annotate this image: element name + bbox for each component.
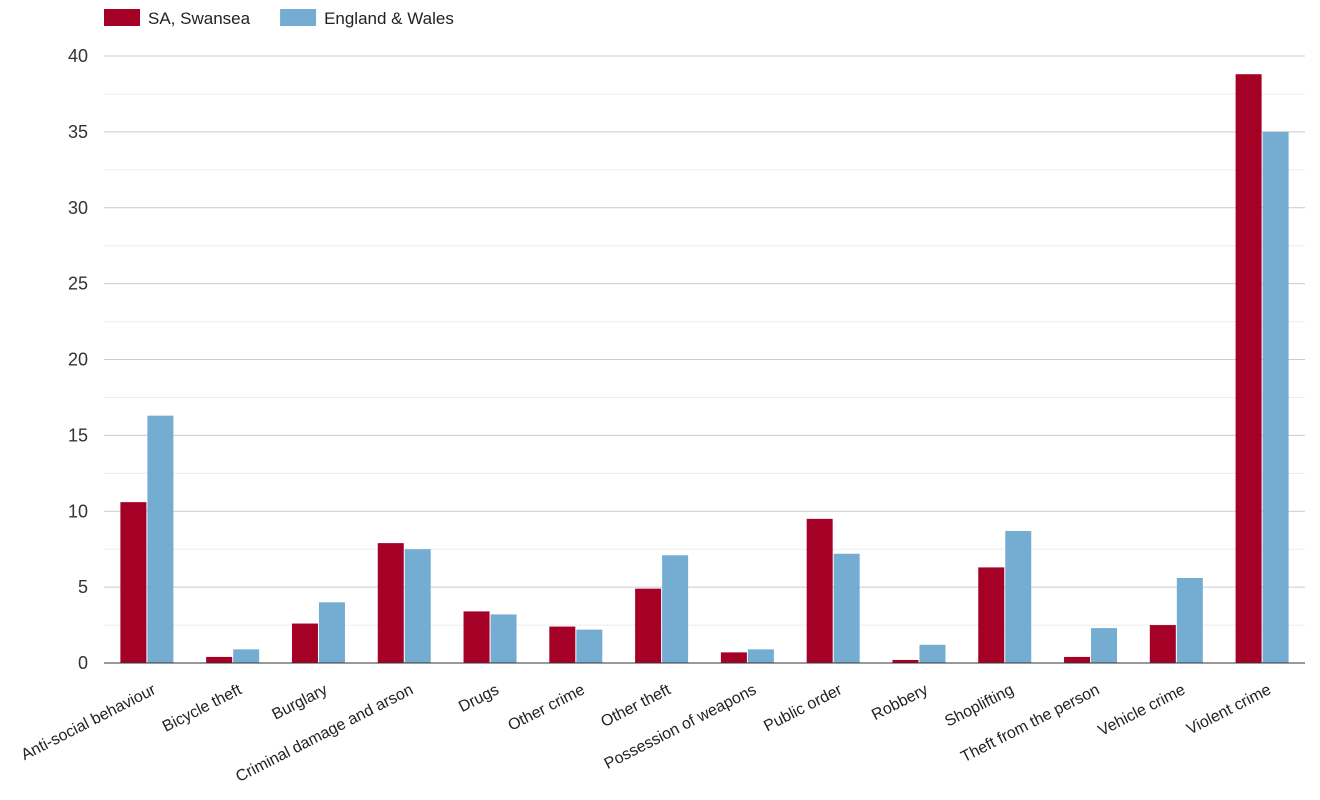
bar-swansea: [1149, 625, 1176, 663]
bar-england-wales: [1262, 131, 1289, 663]
bar-swansea: [549, 626, 576, 663]
bar-england-wales: [490, 614, 517, 663]
grid-lines: [104, 55, 1305, 626]
y-tick-label: 30: [68, 198, 88, 218]
legend-swatch: [104, 9, 140, 26]
bar-england-wales: [404, 549, 431, 663]
bar-england-wales: [1176, 578, 1203, 663]
x-category-label: Theft from the person: [958, 681, 1102, 766]
legend-swatch: [280, 9, 317, 26]
x-category-label: Robbery: [869, 681, 931, 724]
bar-swansea: [120, 502, 147, 663]
bar-england-wales: [576, 629, 603, 663]
y-tick-label: 10: [68, 501, 88, 521]
x-category-label: Other theft: [598, 681, 674, 731]
bar-swansea: [1235, 74, 1262, 663]
x-category-label: Vehicle crime: [1096, 681, 1189, 739]
x-axis-labels: Anti-social behaviour Bicycle theft Burgla…: [19, 681, 1274, 786]
legend-label: England & Wales: [324, 9, 454, 28]
bar-swansea: [291, 623, 318, 663]
x-category-label: Shoplifting: [942, 681, 1016, 730]
x-category-label: Bicycle theft: [160, 681, 245, 736]
bar-swansea: [978, 567, 1005, 663]
y-tick-label: 20: [68, 350, 88, 370]
y-tick-label: 0: [78, 653, 88, 673]
bar-england-wales: [1091, 628, 1118, 663]
bar-swansea: [377, 543, 404, 663]
bar-swansea: [806, 518, 833, 663]
bar-swansea: [1064, 656, 1091, 663]
x-category-label: Burglary: [269, 681, 330, 723]
y-tick-label: 15: [68, 425, 88, 445]
y-tick-label: 25: [68, 274, 88, 294]
bar-swansea: [206, 656, 233, 663]
bar-england-wales: [147, 415, 174, 663]
bar-england-wales: [662, 555, 689, 663]
x-category-label: Other crime: [505, 681, 587, 734]
bar-england-wales: [919, 644, 946, 663]
x-category-label: Possession of weapons: [602, 681, 760, 772]
bar-england-wales: [318, 602, 345, 663]
bar-england-wales: [233, 649, 260, 663]
x-category-label: Anti-social behaviour: [19, 681, 160, 764]
x-category-label: Violent crime: [1184, 681, 1274, 738]
y-tick-label: 35: [68, 122, 88, 142]
legend-label: SA, Swansea: [148, 9, 251, 28]
bar-swansea: [720, 652, 747, 663]
bar-swansea: [635, 588, 662, 663]
x-category-label: Drugs: [456, 681, 502, 716]
y-axis-ticks: 0 5 10 15 20 25 30 35 40: [68, 46, 88, 673]
bar-england-wales: [747, 649, 774, 663]
bar-england-wales: [833, 553, 860, 663]
bar-swansea: [892, 659, 919, 663]
bars: [120, 74, 1289, 663]
legend: SA, Swansea England & Wales: [104, 9, 454, 28]
bar-england-wales: [1005, 530, 1032, 663]
bar-swansea: [463, 611, 490, 663]
y-tick-label: 5: [78, 577, 88, 597]
y-tick-label: 40: [68, 46, 88, 66]
x-category-label: Public order: [761, 681, 845, 735]
